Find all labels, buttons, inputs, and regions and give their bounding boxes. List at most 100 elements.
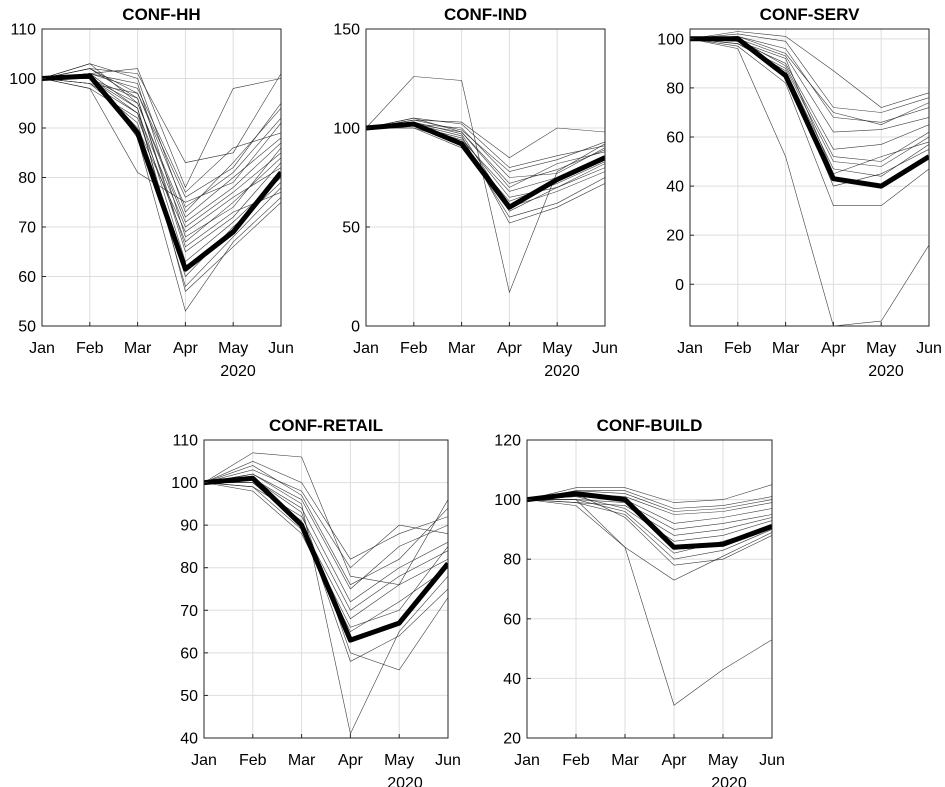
x-tick-label: Mar <box>772 340 800 357</box>
axes-frame <box>526 439 773 739</box>
country-series-group <box>690 31 929 326</box>
y-tick-label: 40 <box>180 731 198 748</box>
x-tick-label: May <box>866 340 896 357</box>
y-tick-label: 40 <box>666 179 684 196</box>
country-series-line <box>204 452 448 586</box>
x-tick-label: Jan <box>353 340 379 357</box>
y-tick-label: 90 <box>18 121 36 138</box>
conf-ind-panel: 0 50 100 150 Jan Feb Mar Apr May Jun 2020 CONF-IND <box>333 5 618 380</box>
y-tick-label: 80 <box>18 170 36 187</box>
country-series-line <box>42 68 281 163</box>
country-series-line <box>366 119 605 172</box>
x-tick-label: Jan <box>677 340 703 357</box>
x-tick-label: Apr <box>662 752 688 769</box>
y-tick-label: 80 <box>503 552 521 569</box>
conf-retail-panel: 40 50 60 70 80 90 100 110 Jan Feb Mar Apr May Jun 2020… <box>171 416 461 787</box>
country-series-line <box>204 477 448 671</box>
x-tick-label: Mar <box>124 340 152 357</box>
y-tick-label: 150 <box>333 22 360 39</box>
x-tick-label: Feb <box>76 340 104 357</box>
x-tick-label: Jun <box>759 752 785 769</box>
y-tick-label: 110 <box>10 22 36 39</box>
country-series-group <box>527 484 772 706</box>
country-series-line <box>366 127 605 212</box>
country-series-line <box>204 469 448 569</box>
y-tick-label: 80 <box>180 560 198 577</box>
year-label: 2020 <box>544 363 580 380</box>
x-tick-label: Jun <box>435 752 461 769</box>
x-tick-label: Jan <box>191 752 217 769</box>
conf-hh-panel: 50 60 70 80 90 100 110 Jan Feb Mar Apr May Jun 2020 CO… <box>9 5 294 380</box>
country-series-group <box>366 76 605 294</box>
country-series-line <box>690 38 929 162</box>
x-tick-label: May <box>708 752 738 769</box>
country-series-line <box>527 499 772 560</box>
y-tick-label: 50 <box>342 220 360 237</box>
y-tick-label: 100 <box>494 492 521 509</box>
country-series-line <box>42 68 281 208</box>
aggregate-series-line <box>366 121 605 210</box>
conf-build-panel: 20 40 60 80 100 120 Jan Feb Mar Apr May Jun 2020 CONF… <box>494 416 785 787</box>
country-series-line <box>690 38 929 187</box>
country-series-line <box>42 63 281 213</box>
y-tick-label: 100 <box>333 121 360 138</box>
y-tick-label: 70 <box>18 220 36 237</box>
year-label: 2020 <box>868 363 904 380</box>
country-series-line <box>42 78 281 233</box>
x-tick-label: Apr <box>338 752 364 769</box>
y-tick-label: 40 <box>503 671 521 688</box>
country-series-line <box>204 482 448 662</box>
x-tick-label: Apr <box>173 340 199 357</box>
x-tick-label: May <box>542 340 572 357</box>
y-tick-label: 20 <box>503 731 521 748</box>
x-tick-label: Mar <box>288 752 316 769</box>
aggregate-series-line <box>690 36 929 189</box>
country-series-line <box>690 36 929 123</box>
year-label: 2020 <box>220 363 256 380</box>
x-tick-label: May <box>218 340 248 357</box>
country-series-line <box>690 38 929 326</box>
y-tick-label: 50 <box>18 319 36 336</box>
x-tick-label: Apr <box>497 340 523 357</box>
country-series-line <box>690 38 929 133</box>
y-tick-label: 60 <box>666 130 684 147</box>
x-tick-label: Feb <box>562 752 590 769</box>
country-series-line <box>204 465 448 586</box>
country-series-line <box>690 38 929 206</box>
country-series-line <box>527 484 772 503</box>
axes-frame <box>203 439 449 739</box>
country-series-line <box>527 499 772 581</box>
y-tick-label: 0 <box>351 319 360 336</box>
country-series-line <box>204 473 448 735</box>
country-series-group <box>42 63 281 312</box>
aggregate-series-line <box>527 491 772 550</box>
y-tick-label: 60 <box>180 645 198 662</box>
y-tick-label: 60 <box>503 611 521 628</box>
x-tick-label: Feb <box>400 340 428 357</box>
country-series-line <box>204 460 448 560</box>
x-tick-label: Apr <box>821 340 847 357</box>
y-tick-label: 80 <box>666 80 684 97</box>
y-tick-label: 20 <box>666 228 684 245</box>
aggregate-series-line <box>42 73 281 272</box>
y-tick-label: 0 <box>675 277 684 294</box>
country-series-line <box>690 31 929 108</box>
y-tick-label: 70 <box>180 603 198 620</box>
panel-title: CONF-HH <box>122 5 200 24</box>
country-series-line <box>690 33 929 113</box>
country-series-line <box>204 482 448 620</box>
y-tick-label: 100 <box>9 71 36 88</box>
x-tick-label: Jun <box>916 340 942 357</box>
x-tick-label: Mar <box>611 752 639 769</box>
x-tick-label: Jan <box>514 752 540 769</box>
country-series-line <box>527 499 772 536</box>
y-tick-label: 100 <box>657 31 684 48</box>
aggregate-series-line <box>204 475 448 643</box>
country-series-line <box>527 499 772 706</box>
x-tick-label: Jun <box>592 340 618 357</box>
y-tick-label: 120 <box>494 433 521 450</box>
x-tick-label: May <box>384 752 414 769</box>
x-tick-label: Feb <box>239 752 267 769</box>
conf-serv-panel: 0 20 40 60 80 100 Jan Feb Mar Apr May Jun 2020 CONF-S… <box>657 5 942 380</box>
